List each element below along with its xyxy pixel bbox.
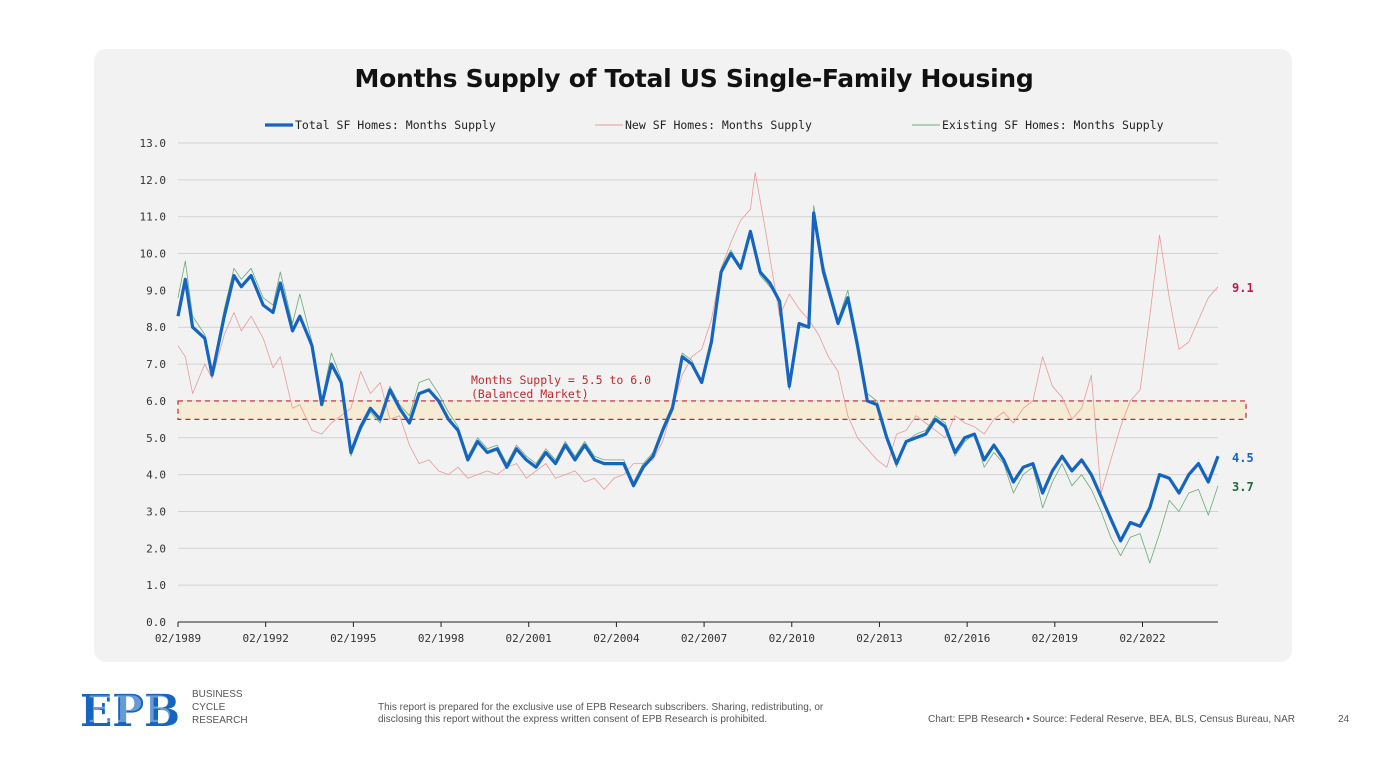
svg-text:EPB: EPB [80, 686, 180, 730]
series-line-0 [176, 211, 1220, 543]
legend-label: Existing SF Homes: Months Supply [942, 118, 1164, 132]
y-tick-label: 12.0 [140, 174, 167, 187]
series-line-2 [177, 205, 1219, 564]
y-axis-ticks: 0.0 1.0 2.0 3.0 4.0 5.0 6.0 7.0 8.0 9.0 10.0 11.0 12… [140, 137, 167, 629]
page-number: 24 [1338, 714, 1350, 725]
x-tick-label: 02/1998 [418, 632, 464, 645]
legend: Total SF Homes: Months Supply New SF Home… [265, 118, 1164, 132]
y-tick-label: 2.0 [146, 542, 166, 555]
x-tick-label: 02/2019 [1032, 632, 1078, 645]
y-tick-label: 13.0 [140, 137, 167, 150]
band-rect [177, 400, 1247, 420]
x-tick-label: 02/2022 [1119, 632, 1165, 645]
svg-text:EPB: EPB [88, 689, 172, 730]
chart-title: Months Supply of Total US Single-Family … [354, 64, 1034, 93]
gridlines [178, 142, 1218, 623]
y-tick-label: 5.0 [146, 432, 166, 445]
series-lines [176, 172, 1220, 564]
y-tick-label: 1.0 [146, 579, 166, 592]
x-tick-label: 02/1995 [330, 632, 376, 645]
legend-label: Total SF Homes: Months Supply [295, 118, 496, 132]
series-line-1 [177, 172, 1219, 494]
x-tick-label: 02/2004 [593, 632, 640, 645]
y-tick-label: 0.0 [146, 616, 166, 629]
y-tick-label: 7.0 [146, 358, 166, 371]
y-tick-label: 4.0 [146, 469, 166, 482]
end-label: 9.1 [1232, 281, 1254, 295]
band-label-line2: (Balanced Market) [471, 387, 589, 401]
end-labels: 4.5 9.1 3.7 [1232, 281, 1254, 494]
x-tick-label: 02/2013 [856, 632, 902, 645]
legend-label: New SF Homes: Months Supply [625, 118, 812, 132]
y-tick-label: 9.0 [146, 284, 166, 297]
brand-line-1: BUSINESS [192, 689, 243, 700]
y-tick-label: 8.0 [146, 321, 166, 334]
x-axis-ticks: 02/1989 02/1992 02/1995 02/1998 02/2001 02/20… [155, 622, 1166, 645]
epb-logo: EPB EPB [80, 686, 180, 730]
x-tick-label: 02/2010 [769, 632, 815, 645]
brand-line-3: RESEARCH [192, 715, 248, 726]
y-tick-label: 3.0 [146, 505, 166, 518]
brand-text: BUSINESS CYCLE RESEARCH [192, 688, 248, 727]
x-tick-label: 02/2016 [944, 632, 990, 645]
y-tick-label: 11.0 [140, 211, 167, 224]
disclaimer: This report is prepared for the exclusiv… [378, 702, 824, 725]
band-label-line1: Months Supply = 5.5 to 6.0 [471, 373, 651, 387]
end-label: 4.5 [1232, 451, 1254, 465]
x-tick-label: 02/2001 [506, 632, 552, 645]
source-note: Chart: EPB Research • Source: Federal Re… [928, 714, 1295, 725]
brand-line-2: CYCLE [192, 702, 226, 713]
y-tick-label: 6.0 [146, 395, 166, 408]
y-tick-label: 10.0 [140, 248, 167, 261]
x-tick-label: 02/1992 [243, 632, 289, 645]
end-label: 3.7 [1232, 480, 1254, 494]
x-tick-label: 02/2007 [681, 632, 727, 645]
x-tick-label: 02/1989 [155, 632, 201, 645]
